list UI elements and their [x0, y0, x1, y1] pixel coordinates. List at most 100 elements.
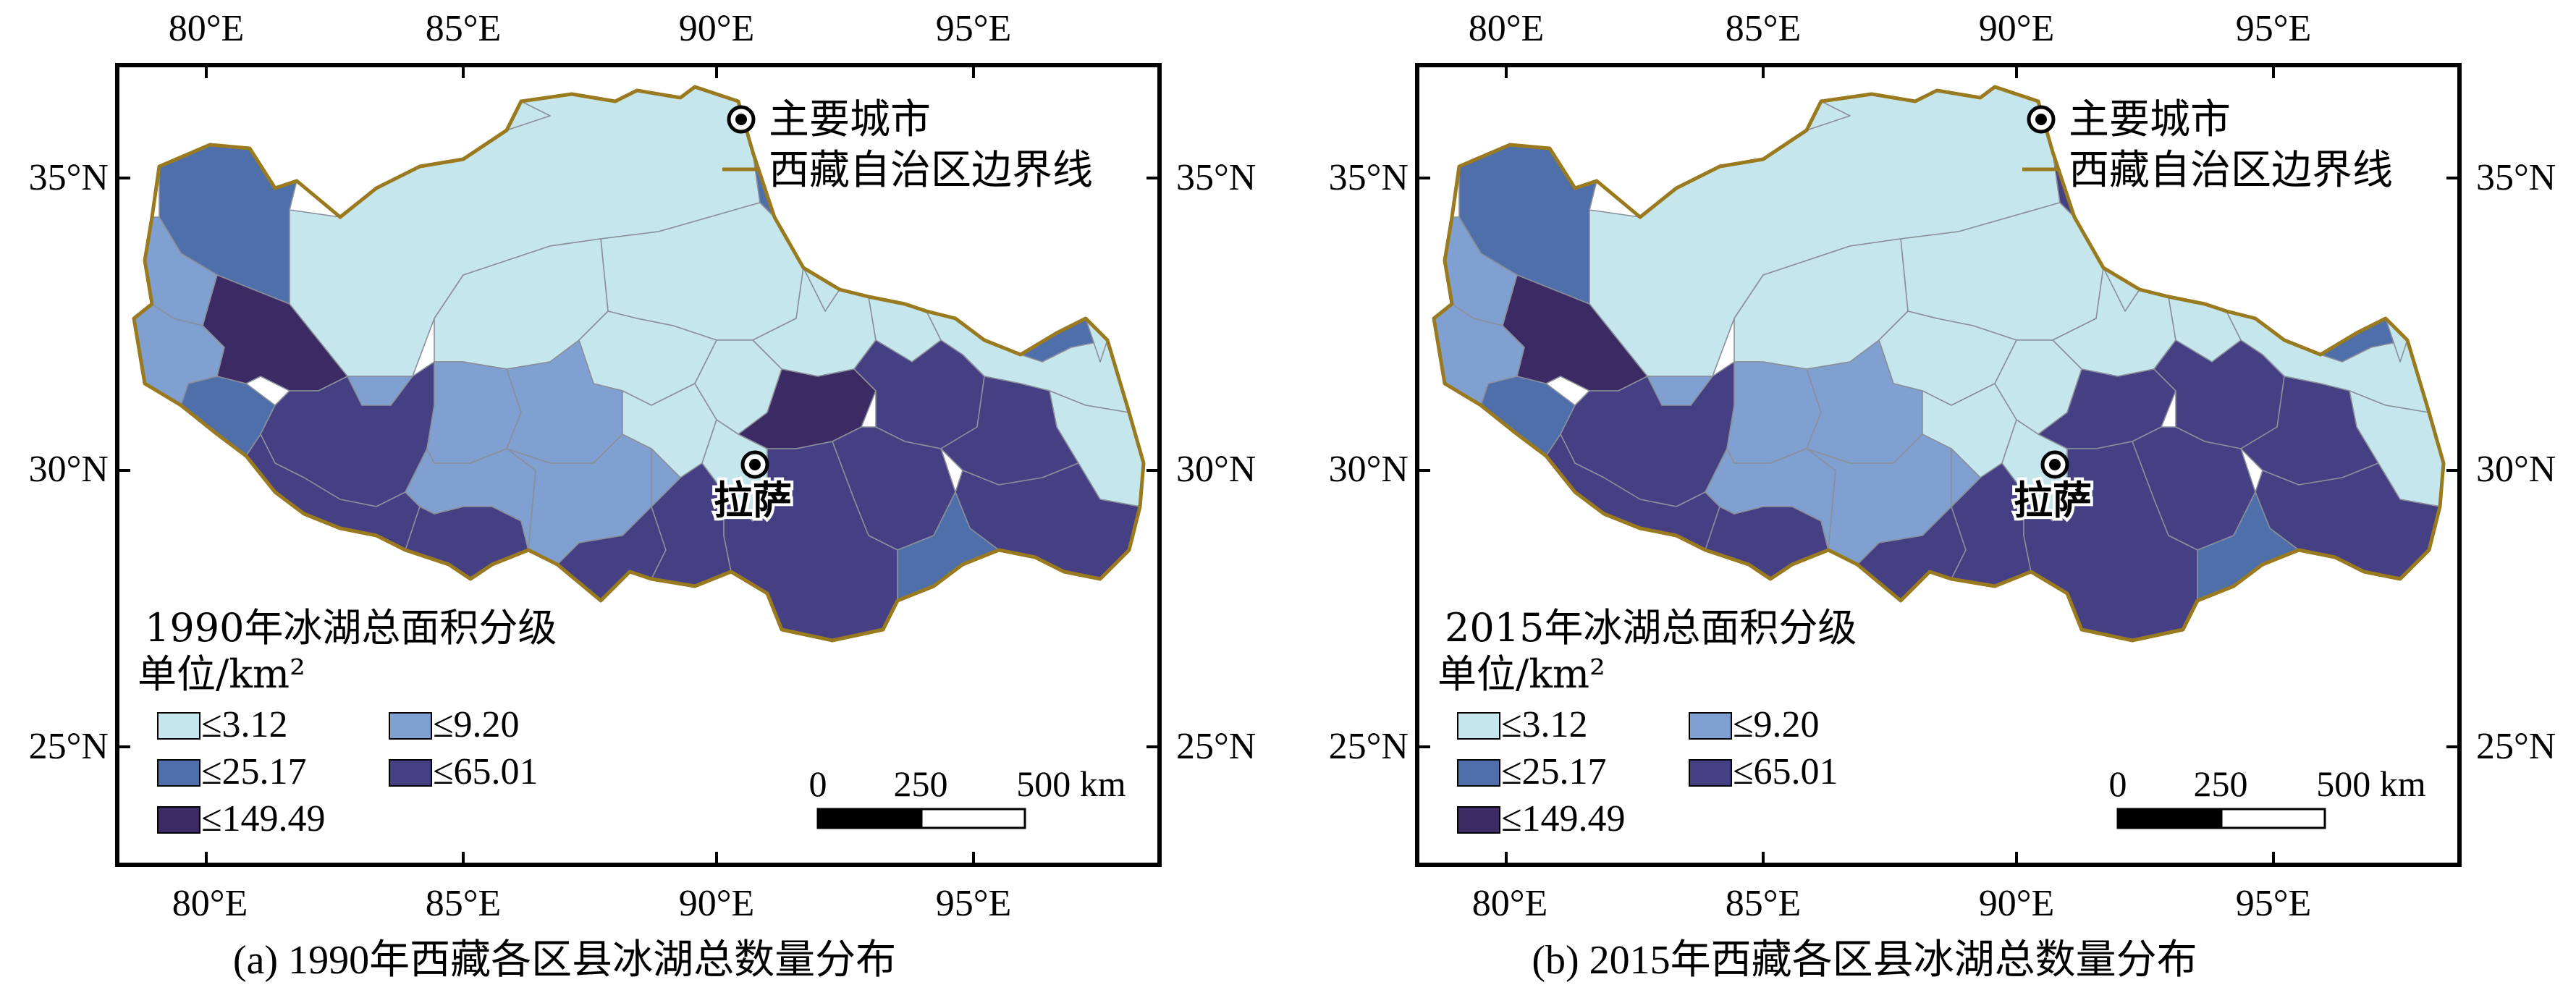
legend-unit: 单位/km² [138, 651, 305, 697]
lon-label-top-85: 85°E [1726, 8, 1802, 49]
lon-label-bottom-95: 95°E [936, 883, 1012, 924]
lon-label-bottom-95: 95°E [2236, 883, 2312, 924]
legend-class-2: ≤9.20 [433, 704, 520, 745]
scale-label-500: 500 km [2316, 763, 2426, 804]
lat-label-right-35: 35°N [2476, 157, 2556, 198]
legend-boundary-label: 西藏自治区边界线 [769, 147, 1093, 194]
scale-bar-white [920, 808, 1026, 829]
scale-bar-black [816, 808, 923, 829]
tibet-boundary [132, 85, 1146, 643]
district-region [651, 448, 681, 507]
city-lhasa: 拉萨 [711, 450, 795, 526]
legend-boundary-label: 西藏自治区边界线 [2069, 147, 2393, 194]
city-point-icon-dot [735, 114, 747, 125]
lat-label-left-35: 35°N [1329, 157, 1409, 198]
lat-ticks-left [1417, 177, 1430, 748]
scale-bar-white [2220, 808, 2326, 829]
legend-swatch-1 [157, 712, 200, 740]
legend-city-label: 主要城市 [769, 96, 931, 143]
district-region [723, 491, 768, 522]
scale-bar-black [2116, 808, 2223, 829]
lon-label-top-95: 95°E [936, 8, 1012, 49]
lat-ticks-right [1146, 177, 1160, 748]
lat-ticks-right [2446, 177, 2459, 748]
legend-class-5: ≤149.49 [1501, 798, 1626, 839]
lon-ticks-top [1505, 65, 2275, 78]
legend-title: 1990年冰湖总面积分级 [145, 605, 557, 651]
lon-label-top-80: 80°E [169, 8, 245, 49]
lat-label-left-35: 35°N [29, 157, 109, 198]
city-label: 拉萨 [2014, 478, 2092, 523]
legend-swatch-5 [1457, 806, 1500, 834]
district-region [1647, 376, 1713, 406]
district-region [1705, 448, 1836, 551]
legend-class-4: ≤65.01 [433, 751, 539, 792]
scale-label-250: 250 [894, 763, 948, 804]
city-point-icon-dot [2049, 459, 2061, 470]
legend-class-4: ≤65.01 [1733, 751, 1838, 792]
lat-label-left-25: 25°N [1329, 726, 1409, 767]
lon-ticks-bottom [1505, 852, 2275, 865]
lat-label-right-30: 30°N [2476, 449, 2556, 490]
scale-label-0: 0 [2109, 763, 2127, 804]
lon-ticks-bottom [205, 852, 975, 865]
district-region [347, 376, 413, 406]
scale-label-0: 0 [809, 763, 827, 804]
legend-swatch-2 [389, 712, 432, 740]
lon-label-bottom-85: 85°E [1726, 883, 1802, 924]
legend-swatch-4 [1689, 759, 1732, 787]
map-legend-top: 主要城市 西藏自治区边界线 [2022, 96, 2393, 194]
district-region [2023, 491, 2068, 522]
legend-class-2: ≤9.20 [1733, 704, 1820, 745]
lat-label-left-25: 25°N [29, 726, 109, 767]
legend-swatch-3 [157, 759, 200, 787]
tibet-boundary [1432, 85, 2446, 643]
district-region [1951, 448, 1981, 507]
lon-label-bottom-90: 90°E [1979, 883, 2055, 924]
legend-unit: 单位/km² [1437, 651, 1605, 697]
lon-label-bottom-90: 90°E [679, 883, 755, 924]
lon-label-top-90: 90°E [679, 8, 755, 49]
legend-city-label: 主要城市 [2069, 96, 2231, 143]
scale-label-250: 250 [2194, 763, 2248, 804]
city-label: 拉萨 [714, 478, 792, 523]
lat-label-right-25: 25°N [2476, 726, 2556, 767]
legend-title: 2015年冰湖总面积分级 [1445, 605, 1857, 651]
lon-label-bottom-80: 80°E [172, 883, 248, 924]
lon-ticks-top [205, 65, 975, 78]
class-legend: 2015年冰湖总面积分级 单位/km² ≤3.12 ≤9.20 ≤25.17 ≤… [1437, 605, 1857, 839]
legend-class-1: ≤3.12 [1501, 704, 1588, 745]
scale-bar: 0 250 500 km [809, 763, 1126, 829]
lon-label-bottom-80: 80°E [1472, 883, 1548, 924]
map-panel-1990: 80°E 85°E 90°E 95°E 80°E 85°E 90°E 95°E … [29, 8, 1257, 983]
scale-label-500: 500 km [1016, 763, 1126, 804]
city-lhasa: 拉萨 [2011, 450, 2095, 526]
legend-class-1: ≤3.12 [201, 704, 288, 745]
city-point-icon-dot [2035, 114, 2047, 125]
figure-caption: (a) 1990年西藏各区县冰湖总数量分布 [233, 938, 896, 983]
legend-swatch-2 [1689, 712, 1732, 740]
lat-label-left-30: 30°N [29, 449, 109, 490]
lon-label-top-85: 85°E [426, 8, 502, 49]
legend-swatch-4 [389, 759, 432, 787]
lon-label-bottom-85: 85°E [426, 883, 502, 924]
scale-bar: 0 250 500 km [2109, 763, 2426, 829]
lat-label-left-30: 30°N [1329, 449, 1409, 490]
map-legend-top: 主要城市 西藏自治区边界线 [722, 96, 1093, 194]
map-panel-2015: 80°E 85°E 90°E 95°E 80°E 85°E 90°E 95°E … [1329, 8, 2556, 983]
lat-label-right-35: 35°N [1176, 157, 1256, 198]
legend-swatch-3 [1457, 759, 1500, 787]
lat-ticks-left [117, 177, 130, 748]
tibet-map [132, 85, 1146, 643]
tibet-map [1432, 85, 2446, 643]
legend-swatch-5 [157, 806, 200, 834]
lon-label-top-95: 95°E [2236, 8, 2312, 49]
legend-class-3: ≤25.17 [201, 751, 307, 792]
lat-label-right-30: 30°N [1176, 449, 1256, 490]
legend-class-3: ≤25.17 [1501, 751, 1607, 792]
district-region [405, 448, 536, 551]
lat-label-right-25: 25°N [1176, 726, 1256, 767]
class-legend: 1990年冰湖总面积分级 单位/km² ≤3.12 ≤9.20 ≤25.17 ≤… [138, 605, 557, 839]
lon-label-top-80: 80°E [1469, 8, 1545, 49]
